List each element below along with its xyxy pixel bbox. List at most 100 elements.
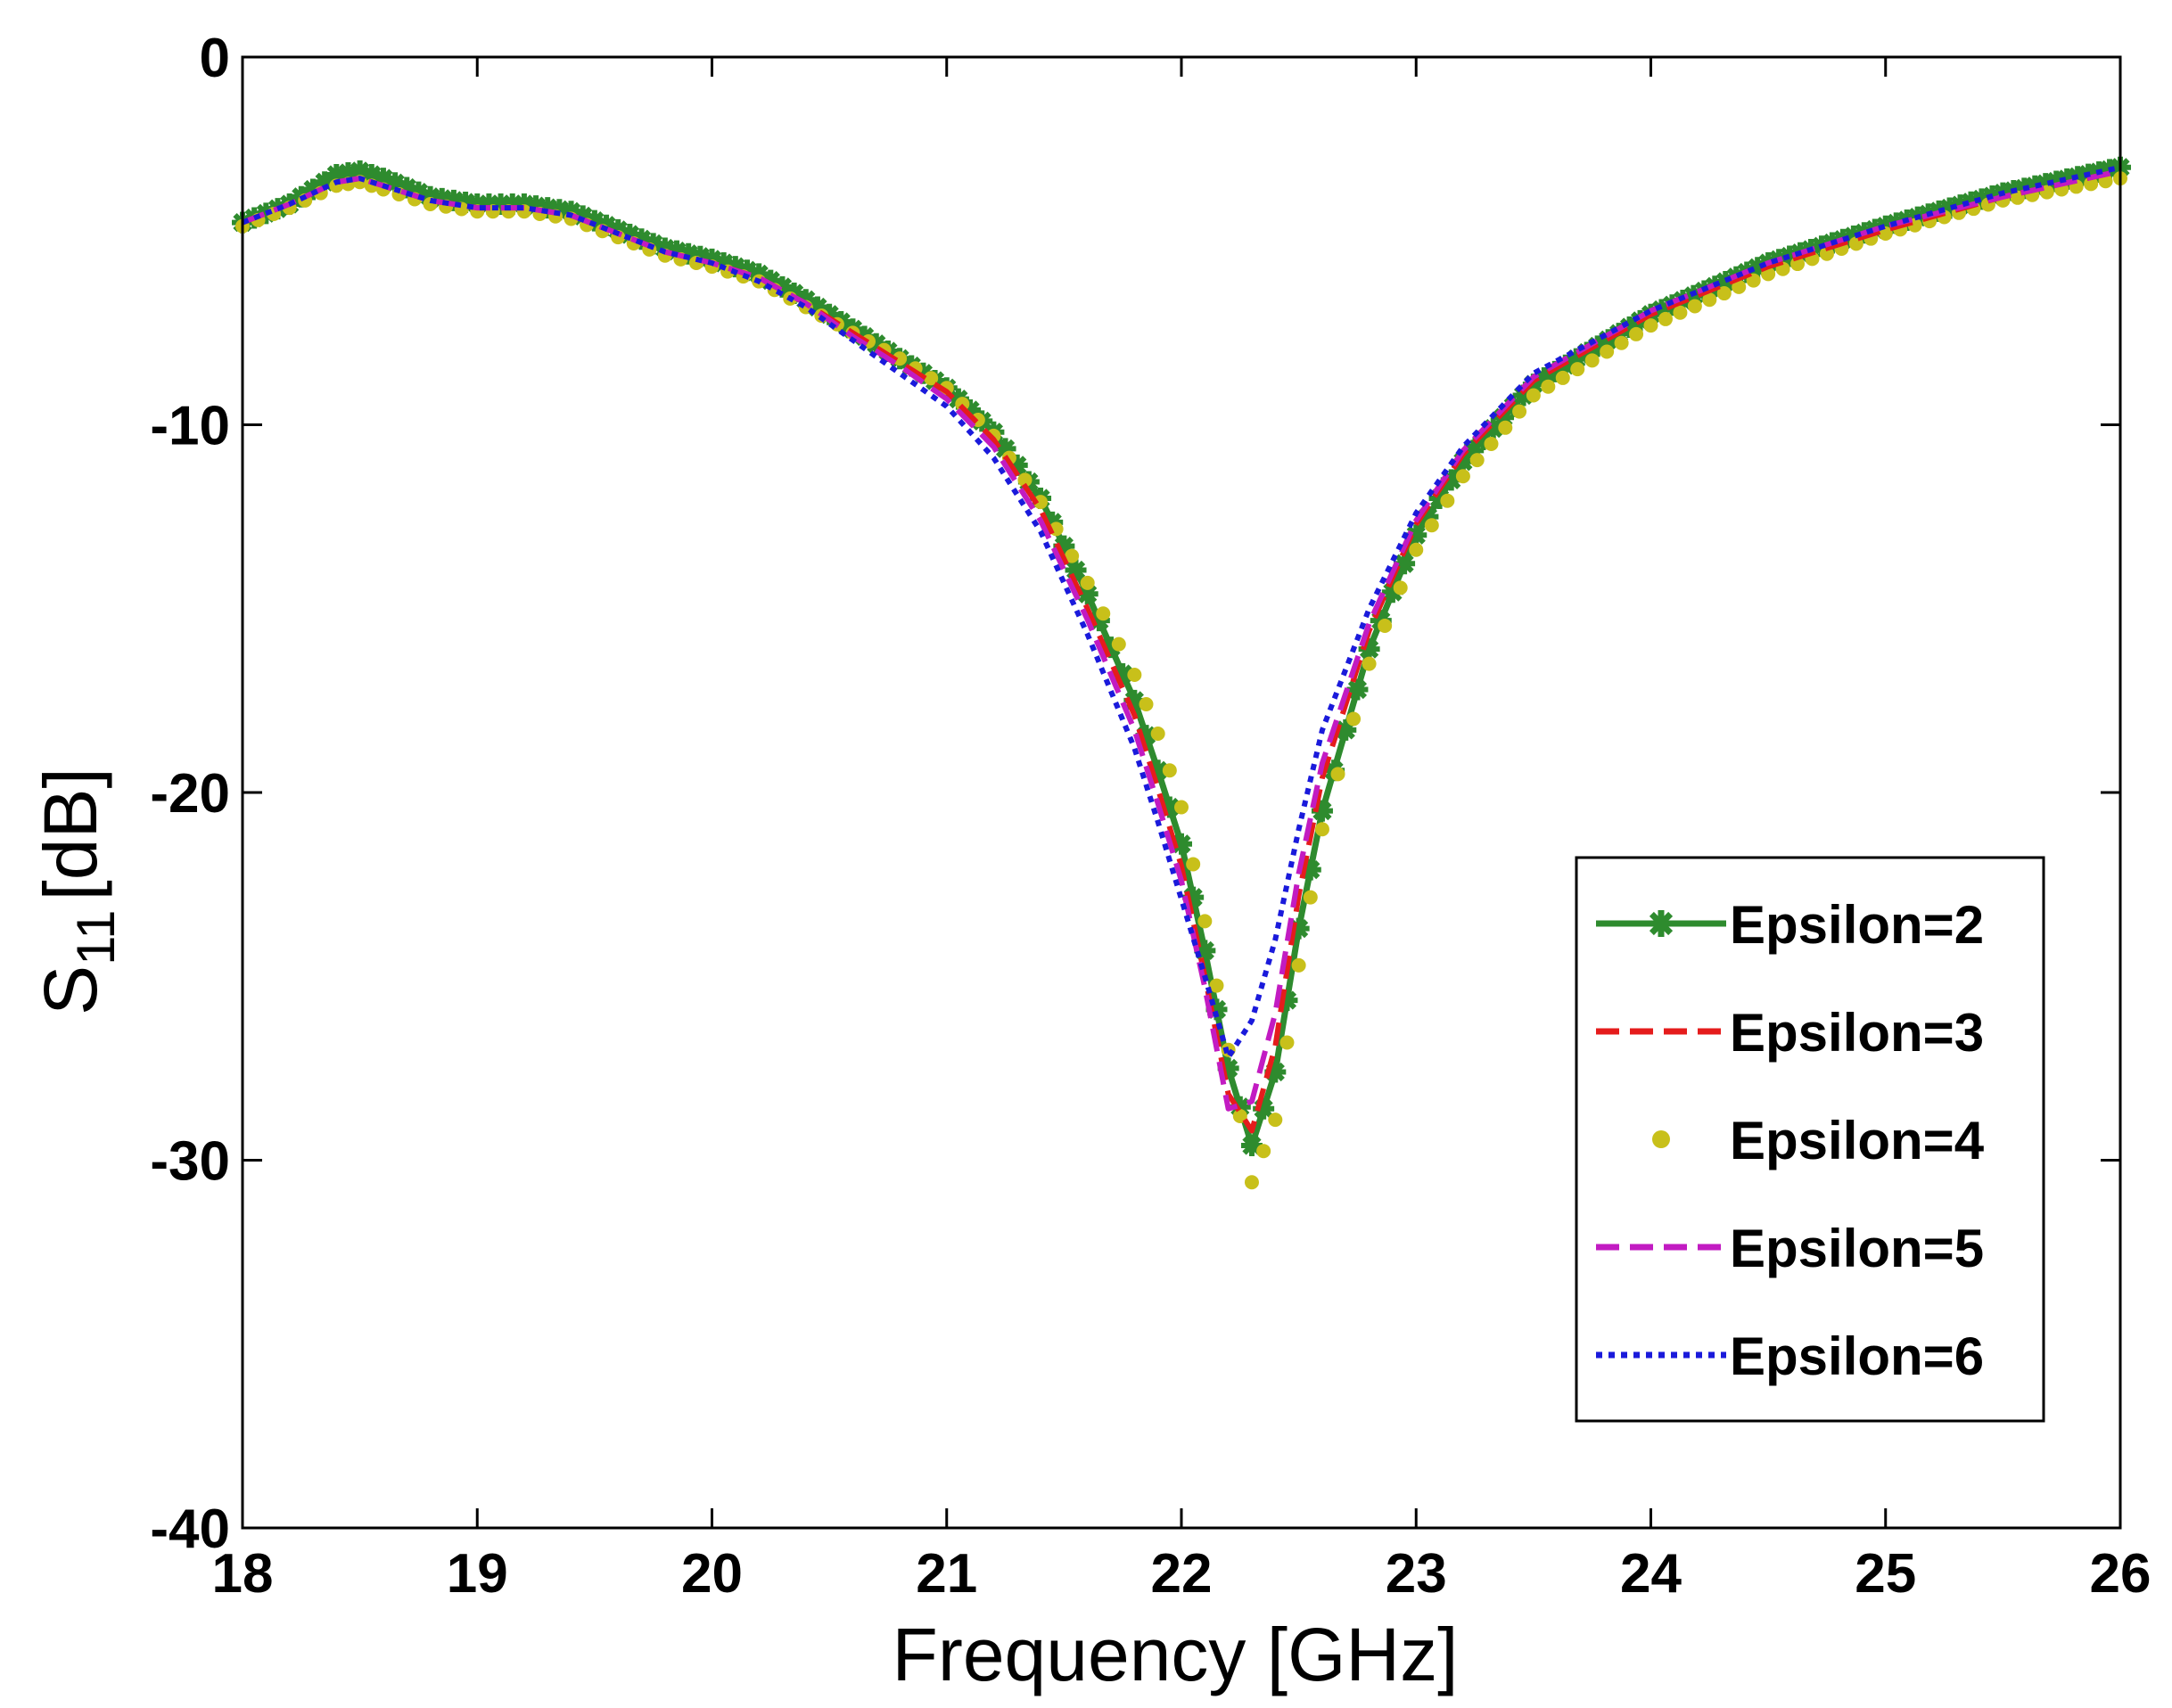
series-marker xyxy=(1162,763,1177,778)
series-marker xyxy=(1673,305,1688,320)
series-marker xyxy=(537,197,559,219)
series-marker xyxy=(1362,656,1377,671)
series-marker xyxy=(431,187,453,209)
series-marker xyxy=(583,209,605,232)
series-marker xyxy=(1112,662,1134,685)
series-marker xyxy=(1053,535,1075,557)
series-marker xyxy=(1303,890,1318,905)
series-marker xyxy=(1346,678,1369,701)
series-marker xyxy=(1182,886,1205,908)
series-marker xyxy=(1111,636,1126,652)
series-marker xyxy=(1335,719,1357,741)
legend-item: Epsilon=6 xyxy=(1596,1326,1984,1386)
series-marker xyxy=(619,224,641,246)
series-marker xyxy=(1197,914,1213,929)
series-marker xyxy=(1291,957,1306,973)
series-marker xyxy=(1076,583,1098,605)
series-marker xyxy=(314,171,336,193)
series-marker xyxy=(1874,215,1896,237)
series-marker xyxy=(1232,1109,1247,1123)
series-marker xyxy=(1970,188,1993,210)
series-marker xyxy=(1498,420,1513,435)
series-marker xyxy=(666,240,688,262)
x-tick-label: 25 xyxy=(1855,1543,1916,1605)
series-marker xyxy=(819,303,841,325)
x-tick-label: 20 xyxy=(681,1543,743,1605)
svg-text:S11[dB]: S11 [dB] xyxy=(29,768,126,1015)
series-marker xyxy=(1658,311,1673,326)
series-marker xyxy=(865,333,887,355)
series-marker xyxy=(1256,1144,1271,1159)
y-axis-title: S11 [dB] xyxy=(29,768,126,1015)
y-tick-label: -40 xyxy=(150,1499,230,1560)
series-marker xyxy=(1314,822,1329,837)
series-marker xyxy=(1541,379,1556,394)
series-marker xyxy=(1643,318,1658,333)
series-marker xyxy=(1732,279,1747,294)
series-marker xyxy=(1033,495,1049,510)
series-marker xyxy=(1618,316,1641,338)
series-marker xyxy=(607,218,629,241)
series-marker xyxy=(1842,226,1864,247)
series-marker xyxy=(1253,1097,1275,1120)
series-marker xyxy=(1123,689,1146,711)
series-marker xyxy=(1279,1035,1295,1050)
series-marker xyxy=(1462,439,1485,462)
series-marker xyxy=(1584,353,1600,368)
legend-label: Epsilon=3 xyxy=(1730,1003,1984,1063)
series-marker xyxy=(1139,697,1154,711)
series-marker xyxy=(1194,940,1216,962)
series-marker xyxy=(455,191,477,213)
series-marker xyxy=(1276,989,1298,1012)
series-marker xyxy=(349,160,371,182)
series-marker xyxy=(1065,559,1087,581)
series-marker xyxy=(1264,1061,1287,1083)
series-marker xyxy=(325,164,348,185)
series-marker xyxy=(1405,524,1427,546)
series-marker xyxy=(1570,362,1585,377)
series-marker xyxy=(1482,417,1504,439)
x-tick-label: 24 xyxy=(1620,1543,1682,1605)
series-marker xyxy=(1819,246,1834,261)
legend-marker xyxy=(1648,910,1674,937)
series-marker xyxy=(1715,271,1737,292)
x-tick-label: 23 xyxy=(1386,1543,1447,1605)
legend-marker xyxy=(1652,1130,1670,1148)
series-marker xyxy=(1088,610,1110,632)
series-marker xyxy=(572,205,594,227)
series-marker xyxy=(689,245,712,267)
y-axis-title-main: S xyxy=(29,965,112,1015)
series-marker xyxy=(560,201,582,223)
series-marker xyxy=(1629,326,1644,341)
x-tick-label: 18 xyxy=(212,1543,274,1605)
series-marker xyxy=(1299,858,1321,881)
series-marker xyxy=(1311,800,1333,822)
legend-item: Epsilon=2 xyxy=(1596,895,1984,955)
legend-item: Epsilon=4 xyxy=(1652,1111,1985,1170)
series-marker xyxy=(1065,548,1080,563)
series-marker xyxy=(1127,668,1142,682)
series-marker xyxy=(1472,429,1494,450)
legend-item: Epsilon=3 xyxy=(1596,1003,1984,1063)
series-marker xyxy=(1716,286,1732,301)
series-marker xyxy=(1244,1175,1259,1190)
series-marker xyxy=(1512,384,1534,406)
series-marker xyxy=(360,164,383,185)
series-marker xyxy=(407,181,430,203)
series-marker xyxy=(1702,292,1717,308)
series-marker xyxy=(1512,404,1527,419)
series-marker xyxy=(1080,575,1095,590)
series-marker xyxy=(654,237,676,259)
series-marker xyxy=(1017,472,1033,488)
series-marker xyxy=(959,399,982,421)
series-marker xyxy=(630,228,653,250)
series-marker xyxy=(924,371,939,386)
x-tick-label: 21 xyxy=(916,1543,977,1605)
series-marker xyxy=(1147,760,1169,782)
series-marker xyxy=(1393,580,1408,595)
series-marker xyxy=(490,193,512,215)
series-marker xyxy=(736,259,758,282)
series-marker xyxy=(794,289,817,311)
series-marker xyxy=(1135,725,1157,747)
